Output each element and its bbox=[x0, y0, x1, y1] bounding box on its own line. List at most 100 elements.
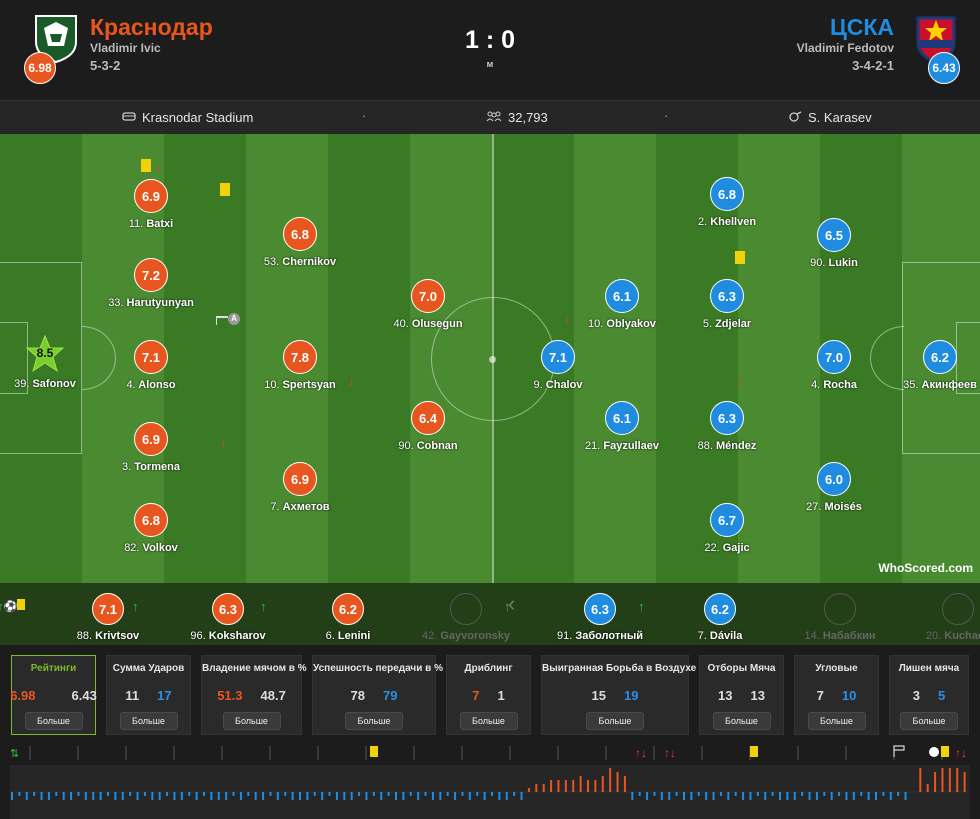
away-formation: 3-4-2-1 bbox=[852, 58, 894, 73]
away-momentum-bar bbox=[446, 792, 449, 796]
more-button[interactable]: Больше bbox=[807, 712, 866, 730]
separator: · bbox=[362, 108, 367, 123]
player-away-akinfeev[interactable]: 6.2 35. Акинфеев bbox=[880, 340, 980, 391]
sub-arrows-icon: ↑↓ bbox=[664, 746, 676, 760]
sub-away-unused[interactable]: 20. Kuchaev bbox=[898, 593, 980, 642]
player-away-lukin[interactable]: 6.5 90. Lukin bbox=[774, 218, 894, 269]
match-timeline: ⇅ ↑↓ ↑↓ ↑↓ bbox=[0, 740, 980, 819]
sub-home-koksharov[interactable]: ↑ 6.3 96. Koksharov bbox=[132, 593, 288, 642]
away-momentum-bar bbox=[513, 792, 516, 796]
home-momentum-bar bbox=[572, 780, 575, 792]
player-home-alonso[interactable]: 7.1 4. Alonso bbox=[91, 340, 211, 391]
player-home-gk[interactable]: 8.5 39. Safonov bbox=[0, 335, 105, 390]
player-home-volkov[interactable]: 6.8 82. Volkov bbox=[91, 503, 211, 554]
more-button[interactable]: Больше bbox=[345, 712, 403, 730]
player-home-spertsyan[interactable]: A 7.8 10. Spertsyan bbox=[216, 313, 360, 391]
more-button[interactable]: Больше bbox=[24, 712, 83, 730]
player-away-moises[interactable]: 6.0 27. Moisés bbox=[774, 462, 894, 513]
captain-badge-icon: A bbox=[228, 313, 240, 325]
player-home-cobnan[interactable]: ↓ 6.4 90. Cobnan bbox=[348, 373, 458, 452]
away-momentum-bar bbox=[793, 792, 796, 800]
stat-tile-shots[interactable]: Сумма Ударов 11 17 Больше bbox=[106, 655, 191, 735]
more-button[interactable]: Больше bbox=[900, 712, 958, 730]
stat-tile-corners[interactable]: Угловые 7 10 Больше bbox=[794, 655, 879, 735]
sub-home-unused[interactable]: 42. Gayvoronsky bbox=[406, 593, 526, 642]
home-momentum-bar bbox=[609, 768, 612, 792]
away-momentum-bar bbox=[417, 792, 420, 800]
player-home-chernikov[interactable]: 6.8 53. Chernikov bbox=[220, 183, 360, 268]
home-momentum-bar bbox=[934, 772, 937, 792]
home-momentum-bar bbox=[550, 780, 553, 792]
away-momentum-bar bbox=[335, 792, 338, 800]
sub-away-unused[interactable]: 14. Набабкин bbox=[780, 593, 900, 642]
away-momentum-bar bbox=[653, 792, 656, 796]
away-momentum-bar bbox=[395, 792, 397, 800]
player-home-tormena[interactable]: 6.9 3. Tormena bbox=[91, 422, 211, 473]
player-away-zdjelar[interactable]: 6.3 5. Zdjelar bbox=[667, 251, 787, 330]
attendance-info: 32,793 bbox=[486, 110, 548, 125]
referee-info: S. Karasev bbox=[788, 110, 872, 125]
stat-tile-ratings[interactable]: Рейтинги 6.98 6.43 Больше bbox=[10, 655, 97, 735]
away-momentum-bar bbox=[897, 792, 900, 796]
player-away-mendez[interactable]: ↓ 6.3 88. Méndez bbox=[697, 373, 757, 452]
away-momentum-bar bbox=[764, 792, 767, 800]
stat-tile-tackles[interactable]: Отборы Мяча 13 13 Больше bbox=[699, 655, 784, 735]
player-home-batxi[interactable]: ↓ 6.9 11. Batxi bbox=[128, 159, 174, 230]
sub-home-krivtsov[interactable]: ↑⚽ 7.1 88. Krivtsov bbox=[0, 593, 168, 642]
away-momentum-bar bbox=[143, 792, 146, 796]
timeline-events[interactable]: ⇅ ↑↓ ↑↓ ↑↓ bbox=[10, 742, 970, 762]
sub-on-arrow-icon: ↑ bbox=[260, 599, 267, 614]
away-momentum-bar bbox=[439, 792, 442, 800]
player-away-rocha[interactable]: 7.0 4. Rocha bbox=[774, 340, 894, 391]
away-coach: Vladimir Fedotov bbox=[796, 41, 894, 55]
player-home-olusegun[interactable]: 7.0 40. Olusegun bbox=[368, 279, 488, 330]
away-momentum-bar bbox=[306, 792, 309, 800]
player-away-gajic[interactable]: 6.7 22. Gajic bbox=[667, 503, 787, 554]
corner-flag-icon bbox=[216, 316, 228, 325]
home-momentum-bar bbox=[601, 776, 604, 792]
away-momentum-bar bbox=[269, 792, 272, 796]
sub-away-zabolotny[interactable]: ↑ 6.3 91. Заболотный bbox=[504, 593, 660, 642]
sub-away-davila[interactable]: ↑ 6.2 7. Dávila bbox=[638, 593, 780, 642]
player-home-akhmetov[interactable]: ↓ 6.9 7. Ахметов bbox=[220, 434, 330, 513]
away-momentum-bar bbox=[129, 792, 132, 796]
chevron-left-icon[interactable]: ‹ bbox=[508, 591, 516, 616]
away-momentum-bar bbox=[321, 792, 324, 800]
home-momentum-bar bbox=[616, 772, 619, 792]
more-button[interactable]: Больше bbox=[459, 712, 518, 730]
player-away-chalov[interactable]: ↓ 7.1 9. Chalov bbox=[533, 312, 583, 391]
away-momentum-bar bbox=[461, 792, 464, 796]
away-momentum-bar bbox=[904, 792, 907, 800]
home-team-name[interactable]: Краснодар bbox=[90, 14, 213, 40]
more-button[interactable]: Больше bbox=[586, 712, 644, 730]
away-momentum-bar bbox=[830, 792, 833, 800]
sub-home-lenini[interactable]: ↑ 6.2 6. Lenini bbox=[260, 593, 408, 642]
away-momentum-bar bbox=[180, 792, 183, 800]
away-momentum-bar bbox=[786, 792, 789, 800]
stat-tile-aerials[interactable]: Выигранная Борьба в Воздухе 15 19 Больше bbox=[541, 655, 696, 735]
player-home-harutyunyan[interactable]: 7.2 33. Harutyunyan bbox=[91, 258, 211, 309]
home-team-rating: 6.98 bbox=[24, 52, 56, 84]
away-momentum-bar bbox=[409, 792, 412, 796]
more-button[interactable]: Больше bbox=[222, 712, 281, 730]
away-momentum-bar bbox=[638, 792, 641, 796]
stat-tile-passing[interactable]: Успешность передачи в % 78 79 Больше bbox=[312, 655, 443, 735]
whistle-icon bbox=[788, 110, 802, 125]
away-momentum-bar bbox=[372, 792, 375, 796]
away-momentum-bar bbox=[70, 792, 73, 800]
player-away-oblyakov[interactable]: 6.1 10. Oblyakov bbox=[562, 279, 682, 330]
home-momentum-bar bbox=[594, 780, 597, 792]
sub-off-arrow-icon: ↓ bbox=[348, 373, 355, 388]
away-momentum-bar bbox=[232, 792, 235, 796]
player-away-khellven[interactable]: 6.8 2. Khellven bbox=[667, 177, 787, 228]
more-button[interactable]: Больше bbox=[712, 712, 771, 730]
away-momentum-bar bbox=[151, 792, 154, 800]
more-button[interactable]: Больше bbox=[119, 712, 178, 730]
stat-tile-possession[interactable]: Владение мячом в % 51.3 48.7 Больше bbox=[201, 655, 307, 735]
away-team-name[interactable]: ЦСКА bbox=[829, 14, 894, 40]
away-momentum-bar bbox=[284, 792, 287, 796]
player-away-fayzullaev[interactable]: 6.1 21. Fayzullaev bbox=[562, 401, 682, 452]
krasnodar-crest-icon[interactable] bbox=[30, 12, 82, 64]
